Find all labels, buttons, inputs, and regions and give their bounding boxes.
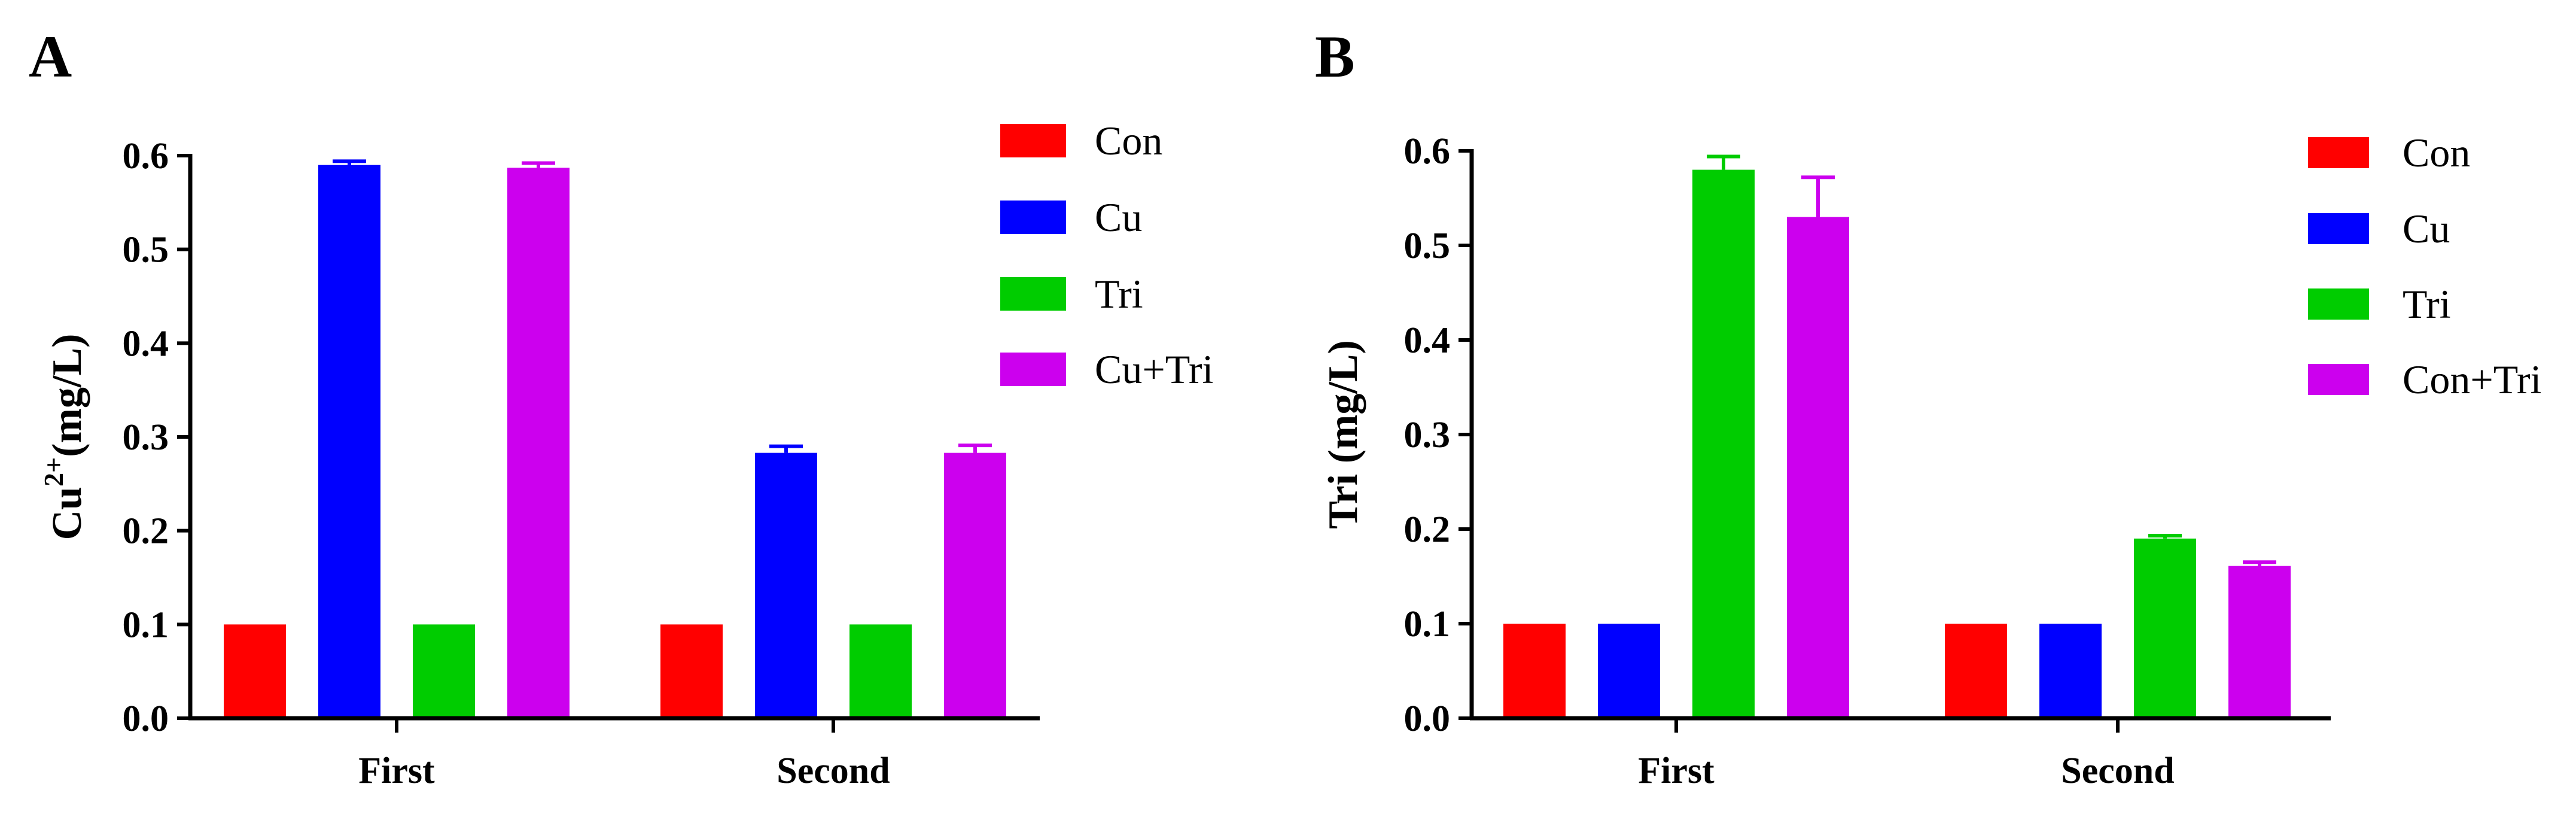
legend-label: Tri	[1095, 271, 1143, 317]
bar-con-tri-second	[2228, 566, 2291, 718]
legend-swatch	[2308, 137, 2369, 168]
bar-tri-first	[413, 624, 475, 718]
legend-label: Con	[2403, 130, 2470, 175]
legend-swatch	[2308, 288, 2369, 320]
x-category-label: First	[358, 751, 435, 791]
x-category-label: Second	[777, 751, 890, 791]
legend-label: Tri	[2403, 281, 2451, 327]
legend-swatch	[1000, 124, 1066, 157]
bar-cu-tri-second	[944, 452, 1006, 718]
y-tick-label: 0.2	[123, 511, 169, 552]
y-tick-label: 0.3	[123, 417, 169, 458]
bar-con-second	[1945, 624, 2007, 718]
legend-label: Con+Tri	[2403, 357, 2541, 402]
bar-cu-tri-first	[507, 168, 570, 718]
bar-cu-first	[318, 165, 380, 719]
bar-con-first	[1503, 624, 1566, 718]
bar-con-tri-first	[1787, 217, 1849, 719]
panel-letter: B	[1315, 23, 1355, 90]
legend-swatch	[2308, 213, 2369, 244]
y-tick-label: 0.1	[1404, 604, 1451, 645]
y-tick-label: 0.4	[123, 323, 169, 364]
bar-con-first	[224, 624, 286, 718]
y-tick-label: 0.2	[1404, 509, 1451, 550]
legend-label: Cu	[1095, 195, 1142, 240]
y-axis-label-base: Tri (mg/L)	[1320, 340, 1366, 529]
bar-tri-first	[1692, 169, 1755, 719]
y-tick-label: 0.0	[123, 698, 169, 739]
x-category-label: First	[1638, 751, 1715, 791]
y-tick-label: 0.4	[1404, 320, 1451, 361]
bar-con-second	[660, 624, 723, 718]
bar-cu-second	[755, 452, 817, 718]
legend-label: Cu	[2403, 206, 2450, 251]
y-tick-label: 0.1	[123, 605, 169, 645]
x-category-label: Second	[2061, 751, 2174, 791]
y-axis-label-unit: (mg/L)	[44, 334, 90, 457]
y-tick-label: 0.6	[123, 136, 169, 177]
panel-letter: A	[29, 23, 72, 90]
y-tick-label: 0.5	[1404, 226, 1451, 266]
y-axis-label: Tri (mg/L)	[1320, 340, 1366, 529]
legend-swatch	[1000, 201, 1066, 234]
legend-swatch	[2308, 364, 2369, 395]
bar-tri-second	[849, 624, 912, 718]
y-axis-label-base: Cu	[44, 487, 90, 540]
bar-cu-second	[2039, 624, 2102, 718]
y-tick-label: 0.5	[123, 230, 169, 271]
y-tick-label: 0.0	[1404, 698, 1451, 739]
y-tick-label: 0.6	[1404, 131, 1451, 172]
bar-tri-second	[2134, 538, 2196, 718]
y-axis-label: Cu2+(mg/L)	[38, 334, 90, 540]
legend-label: Cu+Tri	[1095, 347, 1213, 392]
y-tick-label: 0.3	[1404, 415, 1451, 455]
legend-swatch	[1000, 277, 1066, 311]
panel-b: B 0.0 0.1 0.2 0.3 0.4 0.5 0.6 First Second Tri (mg…	[1315, 23, 2541, 791]
legend-label: Con	[1095, 118, 1162, 163]
bar-cu-first	[1598, 624, 1660, 718]
legend-swatch	[1000, 353, 1066, 386]
y-axis-label-superscript: 2+	[38, 457, 69, 487]
